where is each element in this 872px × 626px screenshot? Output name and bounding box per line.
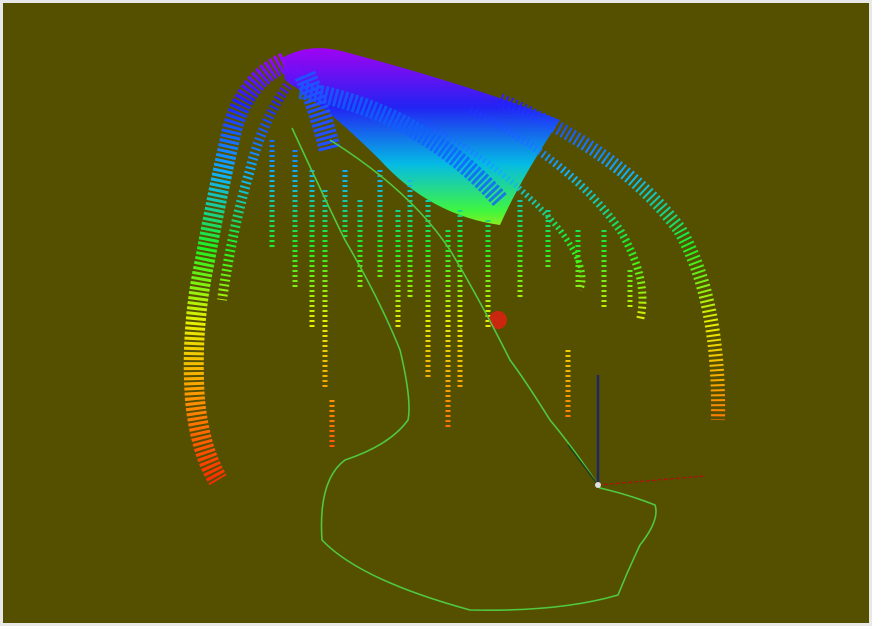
robot-origin [595, 482, 601, 488]
viewport-3d [0, 0, 872, 626]
page [0, 0, 872, 626]
point-cluster [489, 311, 507, 329]
